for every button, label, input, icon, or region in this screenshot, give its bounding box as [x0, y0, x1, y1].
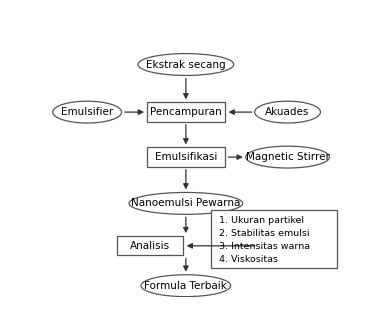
Text: Analisis: Analisis [130, 241, 170, 251]
Ellipse shape [129, 192, 243, 214]
Text: Emulsifikasi: Emulsifikasi [155, 152, 217, 162]
FancyBboxPatch shape [147, 147, 225, 167]
Text: 3. Intensitas warna: 3. Intensitas warna [219, 242, 310, 251]
Text: 1. Ukuran partikel: 1. Ukuran partikel [219, 216, 304, 225]
FancyBboxPatch shape [117, 236, 183, 256]
Text: 2. Stabilitas emulsi: 2. Stabilitas emulsi [219, 229, 309, 238]
Ellipse shape [141, 275, 231, 297]
Text: Magnetic Stirrer: Magnetic Stirrer [245, 152, 330, 162]
Text: Pencampuran: Pencampuran [150, 107, 222, 117]
Text: Akuades: Akuades [266, 107, 310, 117]
Text: 4. Viskositas: 4. Viskositas [219, 255, 278, 264]
FancyBboxPatch shape [211, 210, 337, 268]
Text: Ekstrak secang: Ekstrak secang [146, 59, 226, 69]
FancyBboxPatch shape [147, 103, 225, 122]
Ellipse shape [246, 146, 330, 168]
Ellipse shape [255, 101, 320, 123]
Ellipse shape [53, 101, 122, 123]
Text: Nanoemulsi Pewarna: Nanoemulsi Pewarna [131, 198, 240, 208]
Ellipse shape [138, 53, 234, 75]
Text: Formula Terbaik: Formula Terbaik [144, 281, 227, 291]
Text: Emulsifier: Emulsifier [61, 107, 113, 117]
